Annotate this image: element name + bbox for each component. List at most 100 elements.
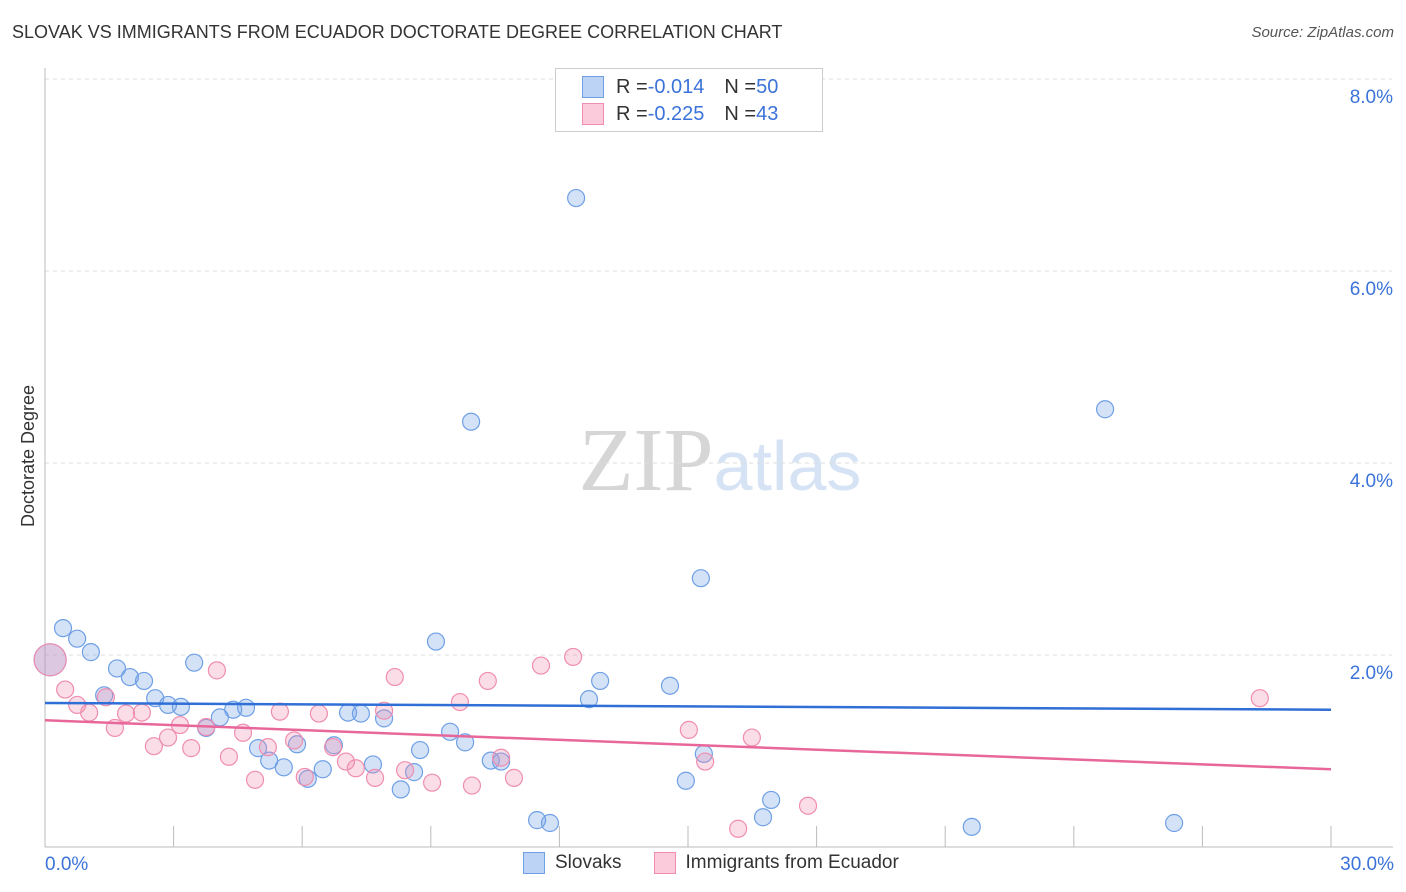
ecuador-point bbox=[144, 737, 163, 756]
ecuador-point bbox=[365, 768, 385, 787]
y-tick-label: 8.0% bbox=[1350, 87, 1393, 108]
ecuador-trend-line bbox=[44, 719, 1332, 771]
slovaks-point bbox=[248, 739, 268, 758]
watermark: ZIPatlas bbox=[579, 411, 862, 510]
ecuador-point bbox=[504, 768, 524, 787]
slovaks-point bbox=[53, 619, 73, 638]
r-label: R = bbox=[616, 75, 648, 98]
x-tick-label-max: 30.0% bbox=[1340, 854, 1394, 875]
ecuador-point bbox=[492, 748, 511, 767]
ecuador-point bbox=[207, 661, 226, 680]
slovaks-point bbox=[185, 653, 204, 672]
slovaks-point bbox=[68, 629, 87, 648]
slovaks-swatch bbox=[523, 852, 545, 874]
ecuador-point bbox=[258, 738, 278, 757]
ecuador-point bbox=[385, 667, 404, 687]
ecuador-point bbox=[56, 680, 75, 699]
legend-slovaks: Slovaks bbox=[555, 852, 622, 873]
slovaks-point bbox=[374, 709, 394, 728]
slovaks-point bbox=[762, 790, 781, 810]
slovaks-point bbox=[391, 780, 410, 799]
slovaks-point bbox=[492, 752, 511, 771]
legend-row-slovaks: R = -0.014 N = 50 bbox=[582, 75, 778, 99]
ecuador-point bbox=[33, 643, 67, 677]
slovaks-point bbox=[134, 671, 154, 691]
ecuador-point bbox=[478, 671, 497, 691]
slovaks-point bbox=[410, 740, 430, 760]
slovaks-point bbox=[171, 697, 190, 716]
ecuador-point bbox=[422, 773, 442, 792]
slovaks-point bbox=[455, 733, 475, 752]
ecuador-point bbox=[531, 656, 551, 675]
slovaks-trend-line bbox=[44, 701, 1332, 711]
ecuador-point bbox=[1250, 689, 1269, 708]
ecuador-point bbox=[219, 747, 238, 766]
chart-source: Source: ZipAtlas.com bbox=[1251, 24, 1394, 41]
ecuador-point bbox=[450, 692, 470, 712]
slovaks-point bbox=[579, 690, 599, 709]
slovaks-point bbox=[1095, 400, 1115, 419]
r-value: -0.225 bbox=[647, 102, 705, 125]
slovaks-point bbox=[753, 808, 773, 827]
x-tick-label-min: 0.0% bbox=[45, 854, 88, 875]
ecuador-point bbox=[116, 704, 136, 723]
ecuador-point bbox=[798, 796, 818, 815]
ecuador-point bbox=[696, 752, 715, 771]
ecuador-point bbox=[158, 728, 178, 747]
legend-ecuador: Immigrants from Ecuador bbox=[685, 852, 899, 873]
y-tick-label: 4.0% bbox=[1350, 471, 1393, 492]
ecuador-point bbox=[395, 761, 415, 780]
slovaks-point bbox=[363, 755, 383, 774]
r-value: -0.014 bbox=[647, 75, 705, 98]
slovaks-point bbox=[120, 667, 139, 687]
ecuador-point bbox=[295, 767, 314, 787]
correlation-legend: R = -0.014 N = 50 R = -0.225 N = 43 bbox=[555, 68, 823, 132]
slovaks-point bbox=[591, 671, 610, 691]
slovaks-point bbox=[660, 676, 680, 695]
n-value: 43 bbox=[756, 102, 779, 125]
slovaks-point bbox=[676, 771, 695, 790]
ecuador-point bbox=[245, 770, 265, 789]
slovaks-point bbox=[567, 188, 586, 208]
slovaks-point bbox=[1165, 813, 1184, 833]
ecuador-point bbox=[564, 647, 583, 667]
ecuador-point bbox=[323, 738, 343, 757]
n-label: N = bbox=[724, 75, 757, 98]
slovaks-point bbox=[540, 813, 560, 833]
slovaks-point bbox=[298, 769, 317, 788]
legend-swatch-blue bbox=[582, 76, 604, 98]
ecuador-point bbox=[742, 728, 761, 747]
ecuador-point bbox=[374, 701, 394, 720]
ecuador-point bbox=[270, 702, 290, 721]
ecuador-point bbox=[182, 739, 201, 758]
slovaks-point bbox=[236, 698, 256, 717]
ecuador-point bbox=[80, 703, 99, 722]
ecuador-point bbox=[284, 731, 304, 750]
slovaks-point bbox=[404, 763, 424, 782]
slovaks-point bbox=[274, 758, 293, 777]
n-label: N = bbox=[724, 102, 757, 125]
series-legend: Slovaks Immigrants from Ecuador bbox=[523, 852, 899, 874]
slovaks-point bbox=[691, 569, 710, 588]
ecuador-point bbox=[309, 704, 329, 723]
ecuador-point bbox=[96, 688, 115, 707]
legend-swatch-pink bbox=[582, 103, 604, 125]
ecuador-point bbox=[346, 759, 365, 778]
slovaks-point bbox=[962, 817, 981, 836]
slovaks-point bbox=[313, 760, 332, 779]
legend-row-ecuador: R = -0.225 N = 43 bbox=[582, 102, 778, 126]
chart-title: SLOVAK VS IMMIGRANTS FROM ECUADOR DOCTOR… bbox=[12, 22, 783, 42]
slovaks-point bbox=[351, 704, 371, 723]
slovaks-point bbox=[461, 412, 481, 431]
ecuador-point bbox=[336, 752, 356, 771]
y-axis-label: Doctorate Degree bbox=[18, 385, 38, 527]
ecuador-point bbox=[462, 776, 482, 795]
slovaks-point bbox=[81, 643, 100, 662]
ecuador-swatch bbox=[653, 852, 676, 874]
slovaks-point bbox=[440, 722, 460, 741]
n-value: 50 bbox=[756, 75, 779, 98]
ecuador-point bbox=[729, 819, 748, 838]
y-tick-label: 6.0% bbox=[1350, 279, 1393, 300]
slovaks-point bbox=[107, 659, 127, 678]
